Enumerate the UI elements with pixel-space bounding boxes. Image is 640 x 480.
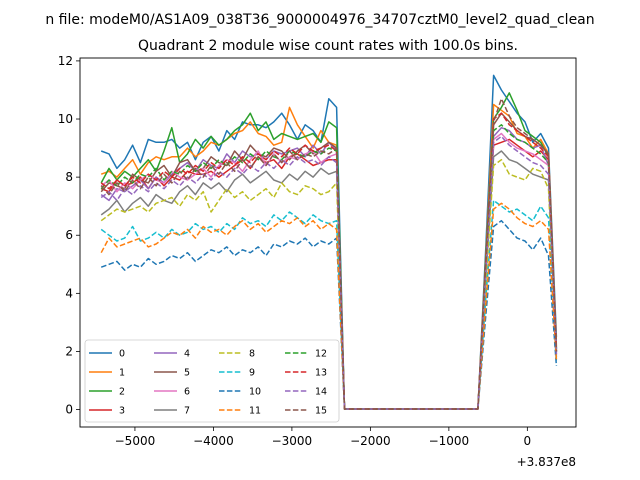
- legend-label-5: 5: [184, 368, 190, 379]
- x-tick-label: 0: [524, 434, 532, 448]
- y-tick-label: 12: [58, 54, 73, 68]
- legend-box: [84, 339, 340, 423]
- legend-label-12: 12: [315, 349, 327, 360]
- legend-label-3: 3: [119, 406, 125, 417]
- legend-label-7: 7: [184, 406, 190, 417]
- series-line-10: [100, 219, 558, 410]
- x-tick-label: −3000: [272, 434, 313, 448]
- x-tick-label: −2000: [350, 434, 391, 448]
- legend-label-13: 13: [315, 368, 327, 379]
- legend-label-6: 6: [184, 387, 190, 398]
- x-axis: −5000 −4000 −3000 −2000 −1000 0: [115, 427, 532, 448]
- legend-label-4: 4: [184, 349, 190, 360]
- x-tick-label: −5000: [115, 434, 156, 448]
- legend-label-15: 15: [315, 406, 327, 417]
- legend-label-8: 8: [249, 349, 255, 360]
- legend-label-14: 14: [315, 387, 327, 398]
- y-tick-label: 2: [65, 344, 73, 358]
- plot-frame: [79, 57, 577, 428]
- legend-label-11: 11: [249, 406, 261, 417]
- legend-label-0: 0: [119, 349, 125, 360]
- chart-title: Quadrant 2 module wise count rates with …: [138, 38, 518, 54]
- y-axis: 0 2 4 6 8 10 12: [58, 54, 80, 417]
- legend-label-9: 9: [249, 368, 255, 379]
- legend-label-2: 2: [119, 387, 125, 398]
- series-line-8: [100, 158, 558, 410]
- y-tick-label: 8: [65, 170, 73, 184]
- y-tick-label: 10: [58, 112, 73, 126]
- x-tick-label: −4000: [193, 434, 234, 448]
- series-line-15: [100, 97, 558, 410]
- y-tick-label: 6: [65, 228, 73, 242]
- x-offset-label: +3.837e8: [517, 455, 576, 469]
- y-tick-label: 0: [65, 403, 73, 417]
- y-tick-label: 4: [65, 286, 73, 300]
- figure-suptitle: n file: modeM0/AS1A09_038T36_9000004976_…: [45, 12, 594, 28]
- legend-label-1: 1: [119, 368, 125, 379]
- x-tick-label: −1000: [429, 434, 470, 448]
- legend-label-10: 10: [249, 387, 261, 398]
- series-layer: [100, 74, 558, 410]
- series-line-12: [100, 124, 558, 410]
